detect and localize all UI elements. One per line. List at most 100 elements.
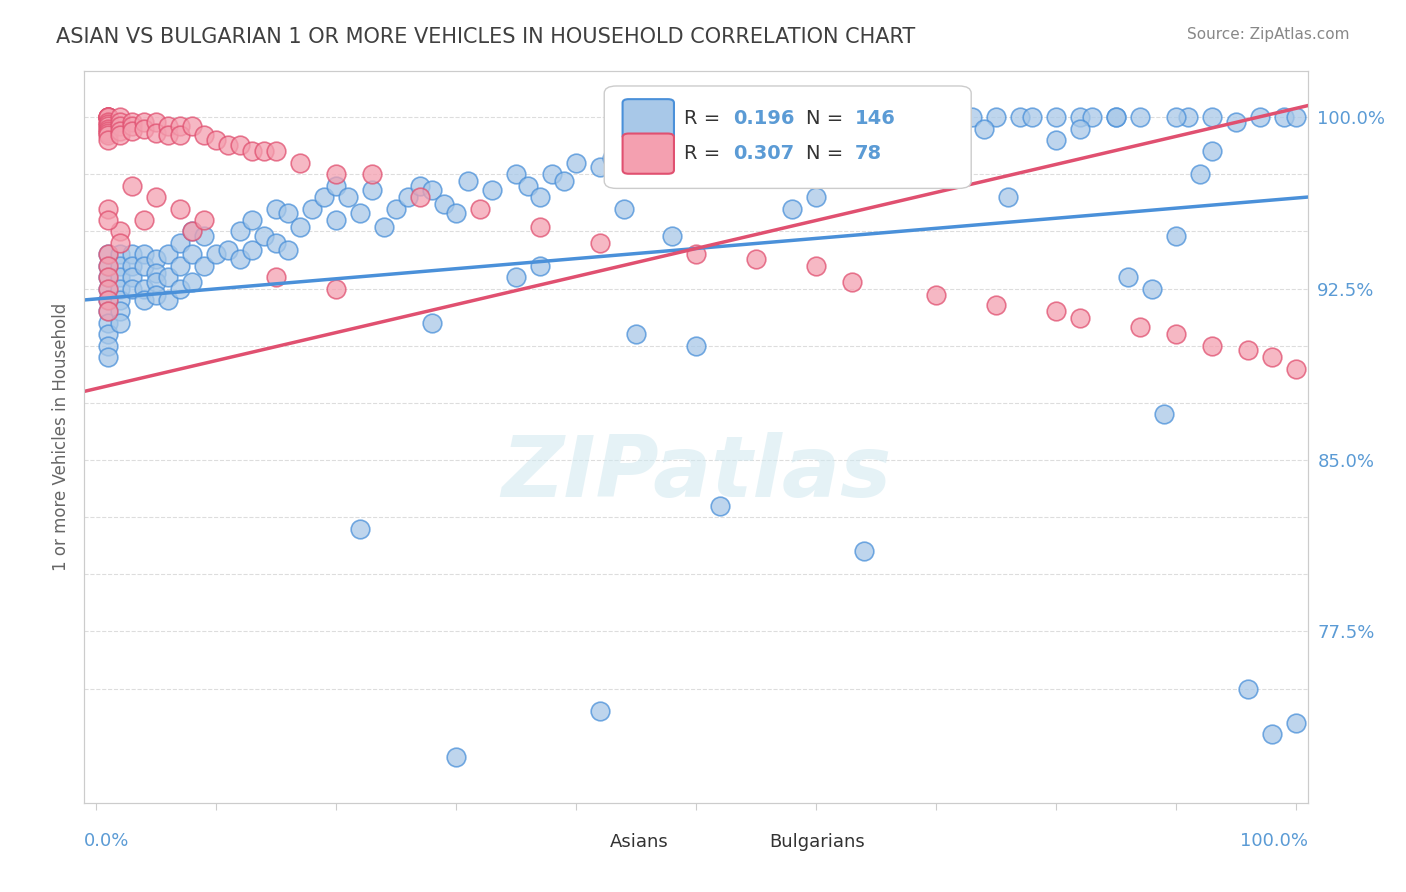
Point: [193, 259, 215, 273]
Point: [1236, 681, 1258, 696]
Point: [949, 110, 972, 124]
Point: [433, 197, 456, 211]
Point: [157, 270, 180, 285]
Point: [1045, 110, 1067, 124]
Point: [301, 202, 323, 216]
Point: [157, 247, 180, 261]
Point: [409, 178, 432, 193]
Point: [97, 304, 120, 318]
Point: [756, 114, 779, 128]
Point: [134, 247, 156, 261]
Point: [145, 190, 167, 204]
Point: [97, 338, 120, 352]
Point: [709, 128, 731, 143]
Point: [97, 110, 120, 124]
Point: [1129, 320, 1152, 334]
Point: [1272, 110, 1295, 124]
Point: [181, 275, 204, 289]
Text: Asians: Asians: [610, 832, 669, 851]
Point: [565, 155, 588, 169]
Point: [217, 137, 239, 152]
Point: [97, 126, 120, 140]
Point: [852, 544, 875, 558]
Text: 78: 78: [855, 144, 882, 162]
Text: ZIPatlas: ZIPatlas: [501, 432, 891, 516]
Point: [337, 190, 360, 204]
Text: Source: ZipAtlas.com: Source: ZipAtlas.com: [1187, 27, 1350, 42]
Point: [828, 114, 851, 128]
Point: [1045, 133, 1067, 147]
Point: [97, 114, 120, 128]
Point: [1116, 270, 1139, 285]
Point: [481, 183, 503, 197]
Point: [157, 128, 180, 143]
Point: [97, 293, 120, 307]
Point: [1105, 110, 1128, 124]
Point: [780, 110, 803, 124]
Point: [290, 155, 312, 169]
Point: [1140, 281, 1163, 295]
Point: [1284, 110, 1306, 124]
Point: [229, 252, 252, 266]
Point: [134, 293, 156, 307]
Point: [997, 190, 1019, 204]
Point: [793, 114, 815, 128]
Point: [780, 202, 803, 216]
Point: [97, 281, 120, 295]
Text: R =: R =: [683, 110, 720, 128]
Point: [1225, 114, 1247, 128]
Point: [876, 145, 898, 159]
Point: [1045, 304, 1067, 318]
Point: [110, 119, 132, 133]
Point: [1201, 145, 1223, 159]
Point: [97, 110, 120, 124]
Point: [240, 243, 263, 257]
Point: [110, 270, 132, 285]
Point: [529, 219, 551, 234]
Point: [181, 224, 204, 238]
Point: [589, 704, 612, 718]
Point: [110, 235, 132, 250]
Point: [1249, 110, 1271, 124]
Point: [145, 275, 167, 289]
Point: [745, 252, 768, 266]
Point: [314, 190, 336, 204]
Point: [277, 243, 299, 257]
Point: [110, 247, 132, 261]
Point: [217, 243, 239, 257]
Point: [97, 202, 120, 216]
Point: [901, 110, 924, 124]
Point: [121, 270, 143, 285]
Text: 146: 146: [855, 110, 896, 128]
Point: [1284, 715, 1306, 730]
Point: [600, 151, 623, 165]
Point: [97, 128, 120, 143]
Point: [697, 137, 720, 152]
Point: [361, 167, 384, 181]
Point: [97, 121, 120, 136]
Point: [134, 213, 156, 227]
Point: [145, 288, 167, 302]
Point: [277, 206, 299, 220]
Point: [984, 297, 1007, 311]
Point: [121, 124, 143, 138]
Point: [769, 119, 792, 133]
Point: [121, 114, 143, 128]
Point: [110, 114, 132, 128]
Point: [121, 247, 143, 261]
Point: [97, 327, 120, 342]
Point: [205, 247, 228, 261]
Point: [672, 145, 695, 159]
Text: 0.0%: 0.0%: [84, 832, 129, 850]
Point: [134, 114, 156, 128]
Point: [973, 121, 995, 136]
Point: [240, 145, 263, 159]
Point: [1153, 407, 1175, 421]
Text: 0.307: 0.307: [733, 144, 794, 162]
Point: [876, 110, 898, 124]
Point: [1164, 327, 1187, 342]
Point: [385, 202, 408, 216]
Text: 100.0%: 100.0%: [1240, 832, 1308, 850]
Point: [468, 202, 491, 216]
Point: [1021, 110, 1043, 124]
